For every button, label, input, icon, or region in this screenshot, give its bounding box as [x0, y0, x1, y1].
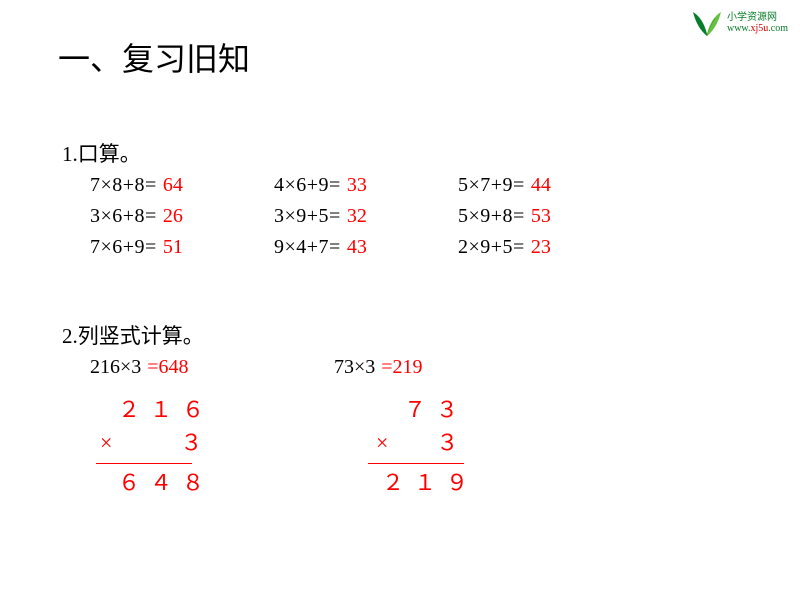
math-cell: 4×6+9=33: [274, 174, 458, 197]
leaves-icon: [689, 8, 725, 38]
calc-result: ６４８: [90, 466, 334, 500]
math-cell: 3×6+8=26: [90, 205, 274, 228]
math-row: 7×8+8=64 4×6+9=33 5×7+9=44: [90, 174, 642, 197]
calc-result: ２１９: [362, 466, 534, 500]
vertical-problems: 216×3 =648 ２１６ × ３ ６４８ 73×3 =219 ７３: [90, 356, 534, 500]
calc-operator-row: × ３: [362, 425, 534, 461]
calc-operator-row: × ３: [90, 425, 334, 461]
math-row: 3×6+8=26 3×9+5=32 5×9+8=53: [90, 205, 642, 228]
vertical-problem: 73×3 =219 ７３ × ３ ２１９: [334, 356, 534, 500]
problem-expression: 73×3 =219: [334, 356, 534, 379]
math-cell: 3×9+5=32: [274, 205, 458, 228]
math-cell: 5×7+9=44: [458, 174, 642, 197]
math-cell: 2×9+5=23: [458, 236, 642, 259]
mental-math-grid: 7×8+8=64 4×6+9=33 5×7+9=44 3×6+8=26 3×9+…: [90, 174, 642, 259]
section-mental-math: 1.口算。 7×8+8=64 4×6+9=33 5×7+9=44 3×6+8=2…: [62, 138, 642, 267]
math-cell: 7×8+8=64: [90, 174, 274, 197]
calc-top: ７３: [362, 395, 534, 425]
math-row: 7×6+9=51 9×4+7=43 2×9+5=23: [90, 236, 642, 259]
site-logo: 小学资源网 www.xj5u.com: [689, 8, 788, 38]
section1-label: 1.口算。: [62, 138, 642, 168]
calc-line: [368, 463, 464, 464]
logo-url: www.xj5u.com: [727, 24, 788, 34]
math-cell: 7×6+9=51: [90, 236, 274, 259]
section2-label: 2.列竖式计算。: [62, 320, 534, 350]
calc-top: ２１６: [90, 395, 334, 425]
math-cell: 5×9+8=53: [458, 205, 642, 228]
problem-expression: 216×3 =648: [90, 356, 334, 379]
calc-line: [96, 463, 192, 464]
vertical-calculation: ２１６ × ３ ６４８: [90, 395, 334, 500]
page-title: 一、复习旧知: [58, 34, 250, 80]
math-cell: 9×4+7=43: [274, 236, 458, 259]
vertical-problem: 216×3 =648 ２１６ × ３ ６４８: [90, 356, 334, 500]
section-vertical-calc: 2.列竖式计算。 216×3 =648 ２１６ × ３ ６４８ 73×3 =21…: [62, 320, 534, 500]
logo-title: 小学资源网: [727, 13, 788, 23]
vertical-calculation: ７３ × ３ ２１９: [362, 395, 534, 500]
